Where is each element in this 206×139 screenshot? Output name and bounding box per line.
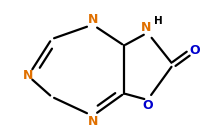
Text: N: N xyxy=(23,69,33,82)
Text: O: O xyxy=(188,44,199,57)
Text: H: H xyxy=(153,16,162,26)
Text: O: O xyxy=(142,99,152,112)
Text: N: N xyxy=(87,13,97,26)
Text: N: N xyxy=(140,21,150,34)
Text: N: N xyxy=(87,115,97,128)
